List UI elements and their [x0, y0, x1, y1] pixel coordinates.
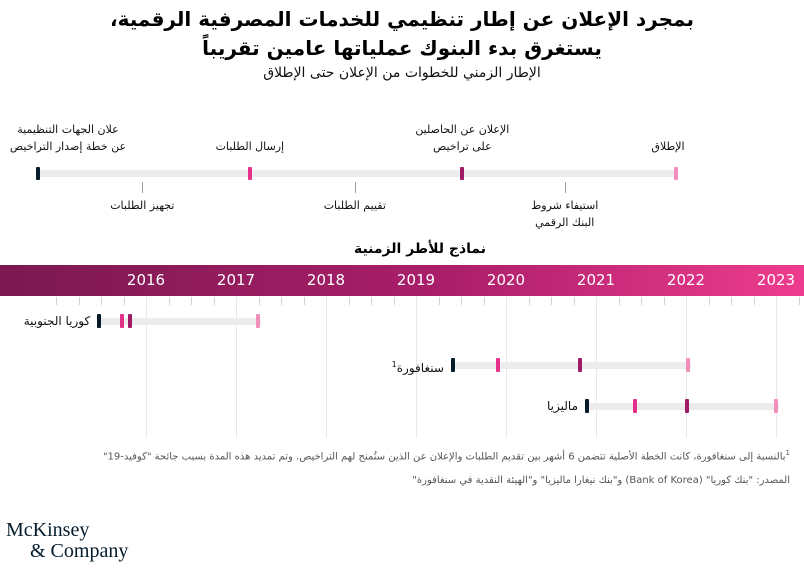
milestone-label-3: الإطلاق [651, 140, 685, 153]
grid-line-2016 [146, 297, 147, 438]
quarter-tick [303, 297, 305, 305]
gantt-bar-2 [587, 403, 779, 410]
year-label-2019: 2019 [396, 271, 436, 289]
chart-title-line1: بمجرد الإعلان عن إطار تنظيمي للخدمات الم… [110, 7, 694, 31]
year-axis-gradient-bar [0, 265, 804, 296]
gantt-marker-award-0 [127, 314, 132, 328]
quarter-tick [213, 297, 215, 305]
chart-title-line2: يستغرق بدء البنوك عملياتها عامين تقريباً [202, 36, 602, 60]
gantt-row-label-2: ماليزيا [547, 399, 578, 413]
milestone-marker-0 [36, 167, 40, 180]
quarter-tick [483, 297, 485, 305]
phase-tick-0 [142, 182, 144, 193]
quarter-tick [641, 297, 642, 305]
mckinsey-logo-line1: McKinsey [6, 519, 90, 541]
quarter-tick [101, 297, 102, 305]
milestone-marker-3 [674, 167, 679, 180]
footnote-source: المصدر: "بنك كوريا" (Bank of Korea) و"بن… [412, 475, 790, 486]
quarter-tick [191, 297, 192, 305]
mckinsey-logo-line2: & Company [30, 540, 129, 562]
gantt-marker-announce-2 [585, 399, 589, 413]
quarter-tick [123, 297, 125, 305]
gantt-marker-applications-0 [119, 314, 124, 328]
quarter-tick [438, 297, 440, 305]
gantt-bar-0 [99, 318, 261, 325]
milestone-label-1: إرسال الطلبات [215, 140, 285, 153]
phase-label-2: استيفاء شروط البنك الرقمي [531, 199, 599, 229]
milestone-marker-1 [247, 167, 252, 180]
footnote-1-marker: 1 [785, 449, 790, 457]
quarter-tick [393, 297, 395, 305]
gantt-marker-launch-2 [774, 399, 778, 413]
gantt-marker-award-1 [577, 358, 582, 372]
quarter-tick [168, 297, 170, 305]
gantt-marker-announce-1 [450, 358, 455, 372]
gantt-marker-launch-1 [685, 358, 690, 372]
quarter-tick [551, 297, 552, 305]
grid-line-2023 [776, 297, 777, 438]
milestone-label-0: علان الجهات التنظيمية عن خطة إصدار التراخ… [9, 123, 127, 153]
year-label-2020: 2020 [486, 271, 526, 289]
gantt-bar-1 [452, 362, 691, 369]
quarter-tick [663, 297, 665, 305]
gantt-marker-applications-2 [632, 399, 637, 413]
chart-title: بمجرد الإعلان عن إطار تنظيمي للخدمات الم… [0, 5, 804, 63]
phase-label-1: تقييم الطلبات [323, 199, 386, 212]
quarter-tick [731, 297, 732, 305]
quarter-tick [281, 297, 282, 305]
footnote-1: 1بالنسبة إلى سنغافورة، كانت الخطة الأصلي… [10, 446, 790, 464]
quarter-tick [618, 297, 620, 305]
quarter-tick [461, 297, 462, 305]
quarter-tick [78, 297, 80, 305]
quarter-tick [371, 297, 372, 305]
milestone-marker-2 [460, 167, 465, 180]
gantt-marker-announce-0 [97, 314, 102, 328]
year-label-2021: 2021 [576, 271, 616, 289]
gantt-marker-applications-1 [495, 358, 500, 372]
chart-subtitle: الإطار الزمني للخطوات من الإعلان حتى الإ… [263, 65, 541, 81]
quarter-tick [528, 297, 530, 305]
examples-section-title: نماذج للأطر الزمنية [353, 241, 487, 257]
quarter-tick [753, 297, 755, 305]
phase-tick-1 [354, 182, 356, 193]
gantt-marker-award-2 [684, 399, 689, 413]
gantt-row-label-0: كوريا الجنوبية [23, 314, 91, 328]
gantt-row-label-1: سنغافورة1 [391, 360, 444, 375]
quarter-tick [348, 297, 350, 305]
mckinsey-logo: McKinsey & Company [6, 520, 128, 562]
year-label-2017: 2017 [216, 271, 256, 289]
grid-line-2017 [236, 297, 237, 438]
quarter-tick [258, 297, 260, 305]
phase-tick-2 [564, 182, 566, 193]
quarter-tick [56, 297, 57, 305]
grid-line-2018 [326, 297, 327, 438]
year-label-2023: 2023 [756, 271, 796, 289]
footnote-1-text: بالنسبة إلى سنغافورة، كانت الخطة الأصلية… [102, 451, 786, 463]
process-timeline-bar [38, 170, 678, 177]
quarter-tick [573, 297, 575, 305]
grid-line-2019 [416, 297, 417, 438]
gantt-marker-launch-0 [255, 314, 260, 328]
quarter-tick [708, 297, 710, 305]
phase-label-0: تجهيز الطلبات [110, 199, 175, 212]
milestone-label-2: الإعلان عن الحاصلين على تراخيص [415, 123, 510, 153]
year-label-2022: 2022 [666, 271, 706, 289]
year-label-2016: 2016 [126, 271, 166, 289]
quarter-tick [798, 297, 800, 305]
year-label-2018: 2018 [306, 271, 346, 289]
